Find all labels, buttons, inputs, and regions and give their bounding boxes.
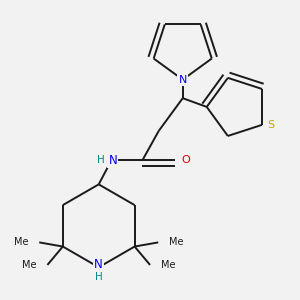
Text: Me: Me xyxy=(161,260,176,270)
Text: Me: Me xyxy=(169,237,184,248)
Text: N: N xyxy=(94,257,103,271)
Text: Me: Me xyxy=(22,260,37,270)
Text: Me: Me xyxy=(14,237,28,248)
Text: O: O xyxy=(182,155,190,165)
Text: S: S xyxy=(267,120,274,130)
Text: N: N xyxy=(109,154,117,167)
Text: H: H xyxy=(97,155,105,165)
Text: N: N xyxy=(178,75,187,85)
Text: H: H xyxy=(95,272,103,282)
